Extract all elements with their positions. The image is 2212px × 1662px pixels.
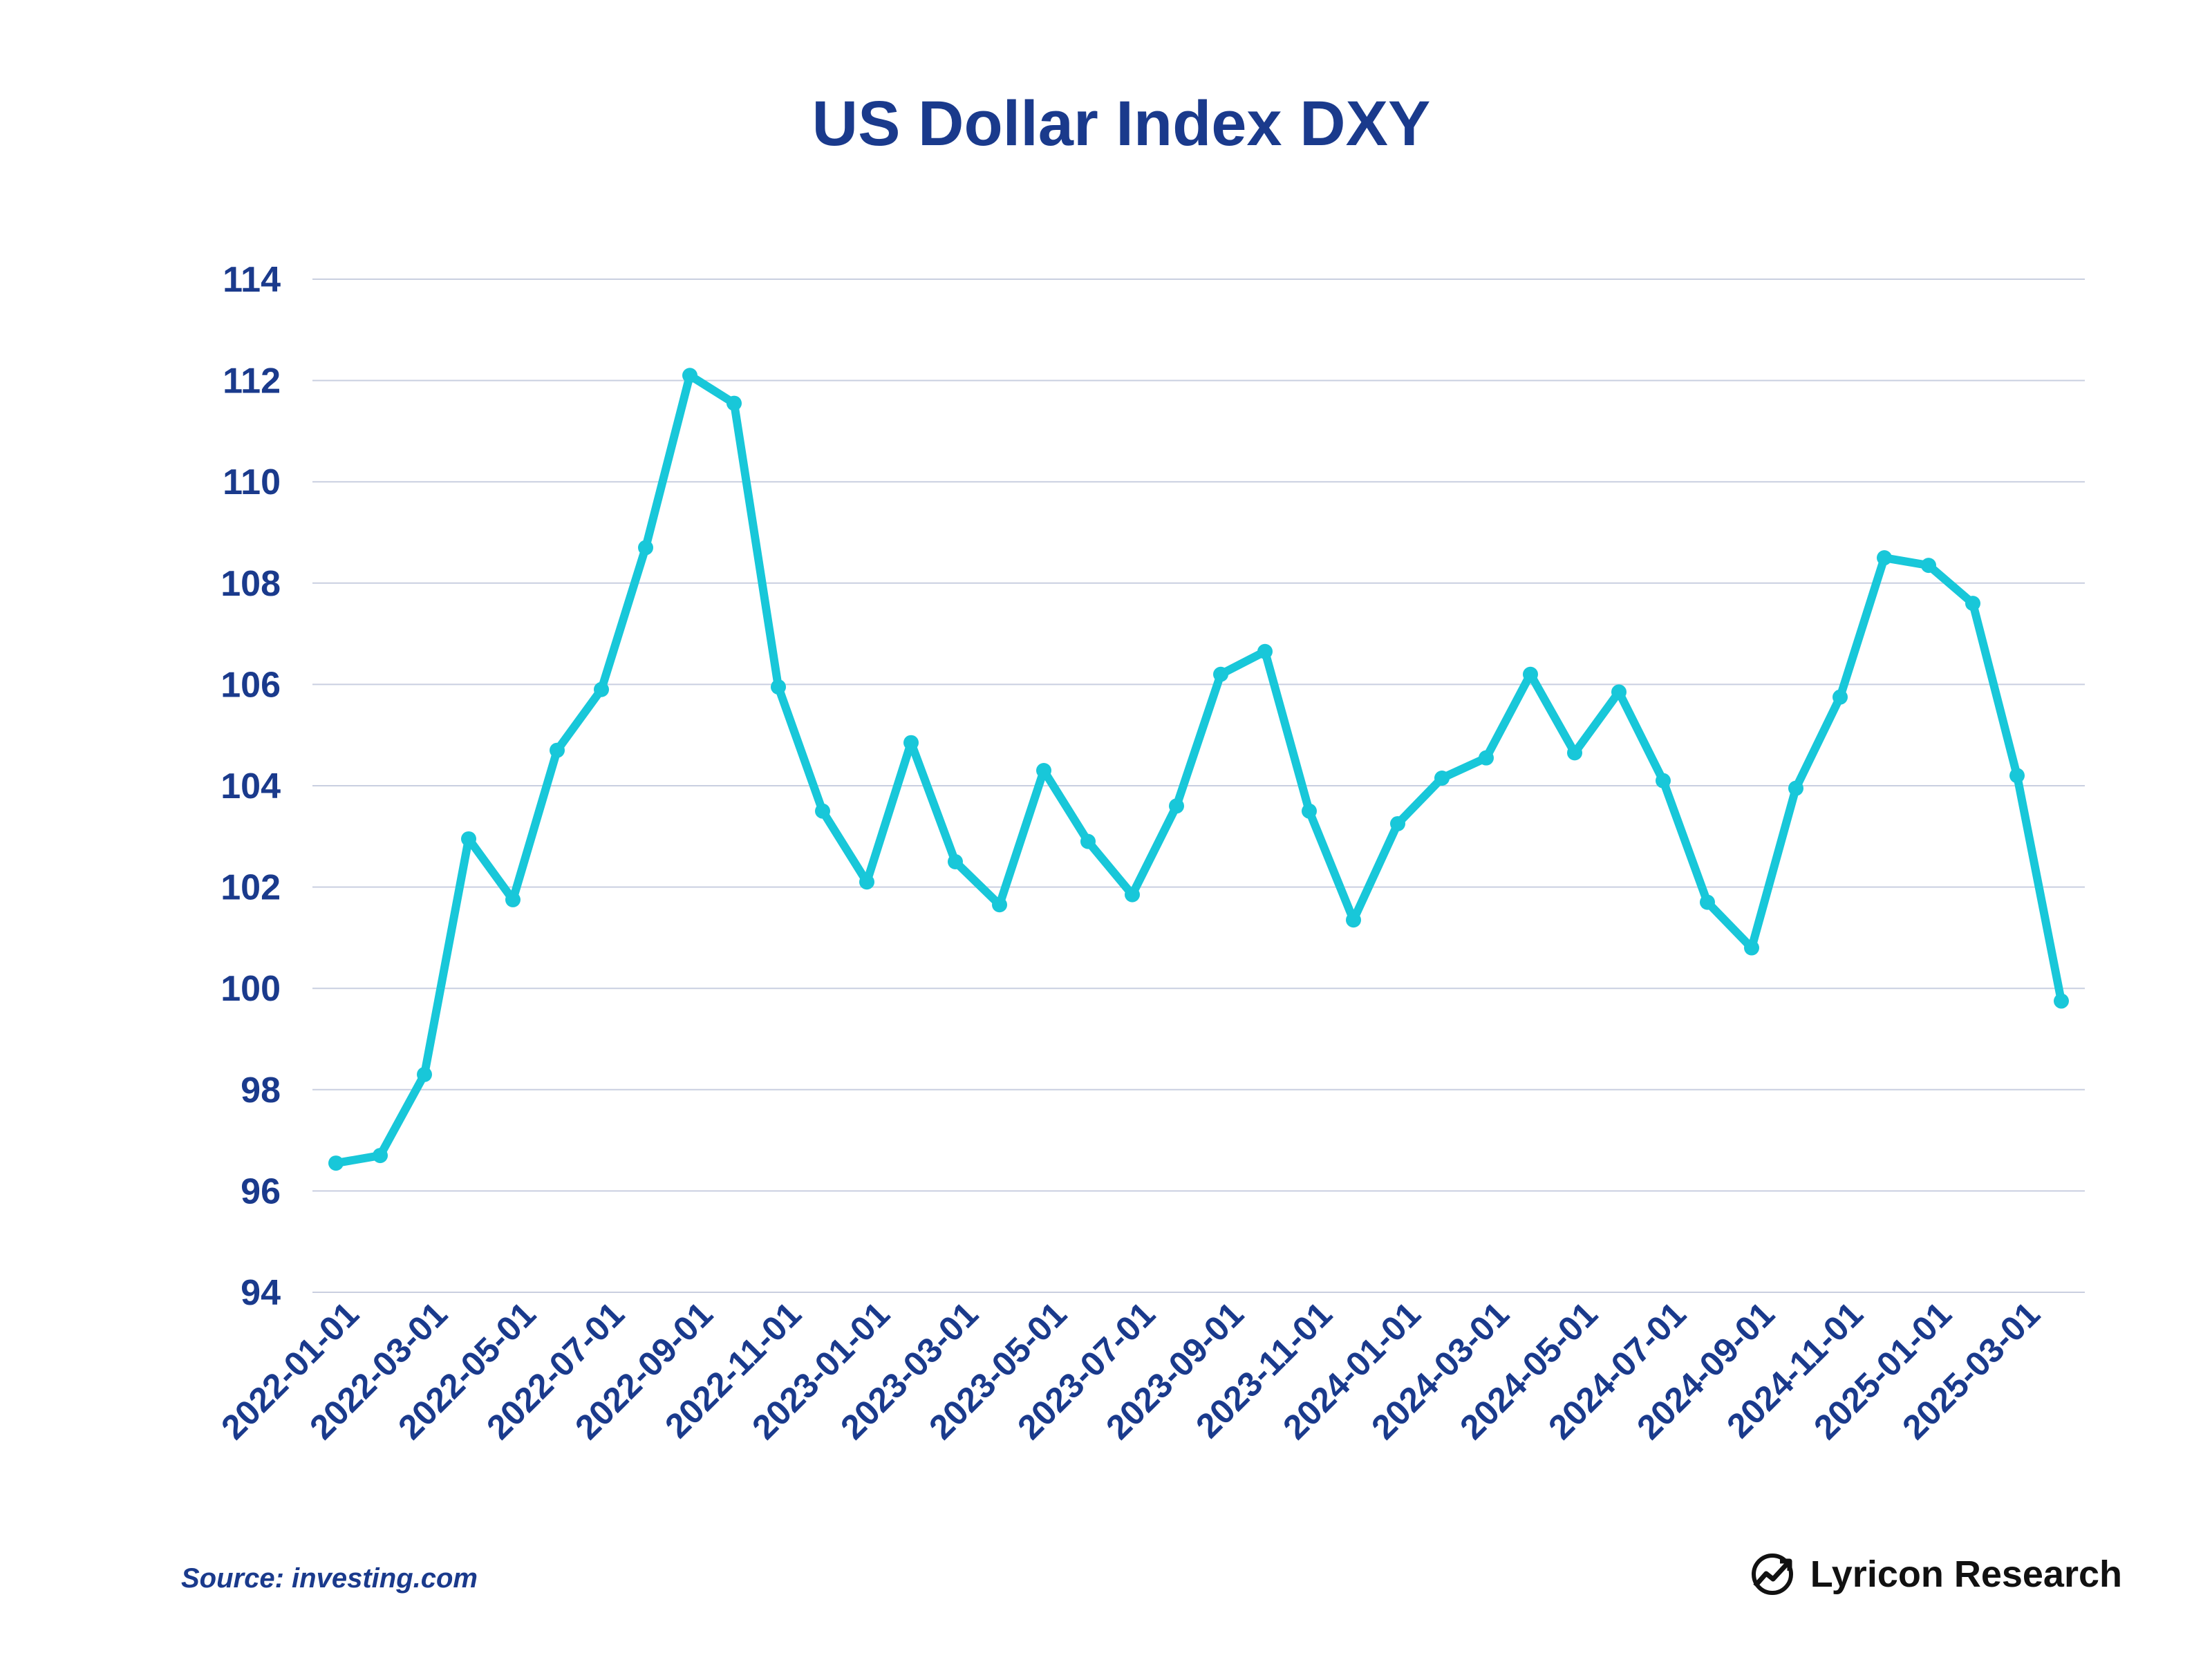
- y-tick-label-114: 114: [223, 260, 281, 300]
- data-point-2023-06-01: [1080, 833, 1096, 849]
- data-point-2024-12-01: [1877, 550, 1892, 566]
- data-point-2024-05-01: [1567, 745, 1582, 761]
- data-point-2022-03-01: [417, 1066, 432, 1082]
- data-point-2024-03-01: [1479, 750, 1494, 766]
- data-point-2023-07-01: [1125, 887, 1140, 903]
- data-point-2024-01-01: [1390, 815, 1405, 831]
- data-point-2022-02-01: [373, 1148, 388, 1164]
- data-point-2024-04-01: [1523, 666, 1538, 682]
- data-point-2022-05-01: [505, 891, 521, 907]
- data-point-2023-04-01: [992, 897, 1007, 913]
- data-point-2024-08-01: [1700, 894, 1715, 910]
- y-tick-label-98: 98: [241, 1070, 281, 1111]
- data-point-2022-12-01: [815, 803, 830, 819]
- data-point-2022-09-01: [682, 368, 697, 384]
- y-tick-label-106: 106: [221, 665, 281, 705]
- data-point-2022-08-01: [638, 540, 653, 556]
- y-axis-ticks: 94 96 98 100 102 104 106 108 110 112 114: [221, 260, 281, 1313]
- data-point-2024-02-01: [1434, 771, 1450, 786]
- y-tick-label-102: 102: [221, 868, 281, 908]
- data-point-2024-11-01: [1833, 689, 1848, 705]
- data-point-2022-04-01: [461, 831, 476, 847]
- data-point-2023-11-01: [1302, 803, 1317, 819]
- brand-name: Lyricon Research: [1810, 1554, 2122, 1595]
- data-point-2024-10-01: [1788, 780, 1803, 796]
- brand: Lyricon Research: [1750, 1551, 2122, 1597]
- data-point-2024-09-01: [1744, 940, 1759, 956]
- data-point-2022-06-01: [550, 742, 565, 758]
- x-axis-ticks: 2022-01-012022-03-012022-05-012022-07-01…: [214, 1294, 2047, 1446]
- chart-title: US Dollar Index DXY: [812, 88, 1431, 159]
- data-point-2023-01-01: [859, 874, 874, 890]
- data-point-2023-12-01: [1346, 912, 1361, 928]
- y-tick-label-94: 94: [241, 1273, 281, 1313]
- data-point-2022-01-01: [328, 1155, 344, 1171]
- data-point-2025-03-01: [2009, 768, 2025, 784]
- y-tick-label-100: 100: [221, 969, 281, 1009]
- y-tick-label-110: 110: [223, 462, 281, 502]
- data-point-2023-08-01: [1169, 798, 1184, 814]
- data-point-2023-02-01: [903, 735, 919, 750]
- trend-chart-icon: [1750, 1551, 1795, 1597]
- data-point-2023-09-01: [1213, 666, 1228, 682]
- data-point-2024-07-01: [1656, 773, 1671, 788]
- y-tick-label-108: 108: [221, 564, 281, 604]
- series-line-0: [332, 371, 2065, 1168]
- data-point-2023-10-01: [1257, 643, 1273, 659]
- data-point-2023-05-01: [1036, 763, 1051, 779]
- data-point-2025-02-01: [1965, 596, 1980, 612]
- data-point-2025-04-01: [2054, 993, 2069, 1009]
- y-tick-label-112: 112: [223, 361, 281, 402]
- gridlines: [312, 278, 2085, 1293]
- y-tick-label-104: 104: [221, 766, 281, 806]
- data-point-2023-03-01: [948, 853, 963, 869]
- series-layer: [328, 368, 2069, 1171]
- y-tick-label-96: 96: [241, 1171, 281, 1211]
- data-point-2022-07-01: [594, 681, 609, 697]
- data-point-2022-11-01: [771, 679, 786, 695]
- data-point-2022-10-01: [727, 395, 742, 411]
- data-point-2024-06-01: [1611, 684, 1627, 700]
- source-note: Source: investing.com: [181, 1563, 478, 1594]
- data-point-2025-01-01: [1921, 558, 1936, 574]
